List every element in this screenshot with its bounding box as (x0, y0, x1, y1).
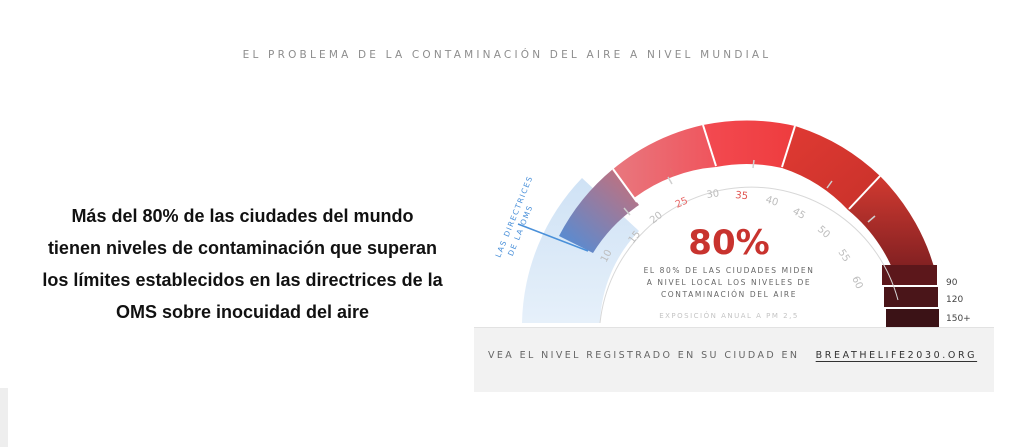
description-line: EL 80% DE LAS CIUDADES MIDEN (644, 266, 815, 275)
exposure-label: EXPOSICIÓN ANUAL A PM 2,5 (659, 311, 799, 320)
percent-value: 80% (688, 223, 769, 263)
tick-label-25: 25 (674, 196, 690, 211)
outer-label-150: 150+ (946, 314, 971, 324)
gauge-segment-blue (559, 169, 639, 253)
footer-text: VEA EL NIVEL REGISTRADO EN SU CIUDAD EN … (488, 350, 977, 361)
guideline-marker (517, 223, 589, 252)
gauge-segment-top (703, 120, 795, 168)
footer-caption: VEA EL NIVEL REGISTRADO EN SU CIUDAD EN (488, 350, 800, 361)
outer-bar-120 (884, 287, 938, 307)
side-strip (0, 388, 8, 447)
tick-label-60: 60 (849, 275, 864, 291)
gauge-segment-right (782, 126, 880, 210)
description-line: CONTAMINACIÓN DEL AIRE (661, 290, 797, 299)
tick-label-55: 55 (836, 248, 852, 265)
statement-line: OMS sobre inocuidad del aire (115, 302, 370, 322)
tick-label-40: 40 (764, 194, 780, 208)
gauge-segment-pink (612, 125, 716, 198)
segment-separators (612, 124, 940, 309)
statement-line: tienen niveles de contaminación que supe… (47, 238, 438, 258)
breathelife-link[interactable]: BREATHELIFE2030.ORG (815, 350, 978, 361)
tick-mark-25 (669, 167, 675, 177)
gauge-segment-deep (848, 176, 937, 290)
pollution-gauge: LAS DIRECTRICES DE LA OMS 10 15 20 25 30… (494, 120, 971, 327)
inner-arc (599, 186, 899, 324)
statement-line: Más del 80% de las ciudades del mundo (71, 206, 414, 226)
tick-label-30: 30 (706, 188, 720, 201)
statement-text: Más del 80% de las ciudades del mundo ti… (30, 200, 455, 328)
tick-label-10: 10 (599, 248, 615, 264)
footer-band (474, 327, 994, 392)
tick-label-20: 20 (648, 210, 665, 227)
tick-marks (623, 159, 876, 223)
statement-line: los límites establecidos en las directri… (42, 270, 443, 290)
tick-label-35: 35 (735, 190, 749, 202)
outer-bar-90 (882, 265, 937, 285)
outer-label-90: 90 (946, 278, 958, 288)
description-line: A NIVEL LOCAL LOS NIVELES DE (647, 278, 812, 287)
tick-label-50: 50 (815, 224, 832, 241)
tick-label-45: 45 (791, 206, 808, 222)
outer-label-120: 120 (946, 295, 963, 305)
outer-bar-150 (886, 309, 939, 327)
header-title: EL PROBLEMA DE LA CONTAMINACIÓN DEL AIRE… (242, 49, 772, 61)
